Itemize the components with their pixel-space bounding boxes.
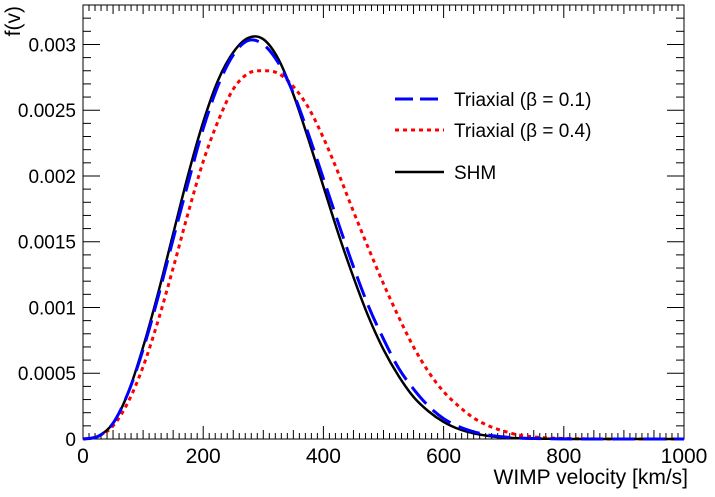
y-tick-label: 0.002 xyxy=(28,167,76,188)
y-tick-label: 0 xyxy=(65,430,76,451)
legend-label-2: SHM xyxy=(454,163,496,184)
x-tick-label: 400 xyxy=(306,445,341,468)
legend-label-0: Triaxial (β = 0.1) xyxy=(454,90,591,111)
x-tick-label: 800 xyxy=(546,445,581,468)
x-tick-label: 1000 xyxy=(661,445,708,468)
y-tick-label: 0.003 xyxy=(28,35,76,56)
legend-label-1: Triaxial (β = 0.4) xyxy=(454,121,591,142)
y-tick-label: 0.0005 xyxy=(18,364,76,385)
y-tick-label: 0.001 xyxy=(28,298,76,319)
y-tick-label: 0.0025 xyxy=(18,101,76,122)
y-axis-title: f(v) xyxy=(2,6,25,36)
x-tick-label: 0 xyxy=(77,445,89,468)
x-axis-title: WIMP velocity [km/s] xyxy=(494,466,688,489)
x-tick-label: 200 xyxy=(186,445,221,468)
y-tick-label: 0.0015 xyxy=(18,233,76,254)
x-tick-label: 600 xyxy=(426,445,461,468)
